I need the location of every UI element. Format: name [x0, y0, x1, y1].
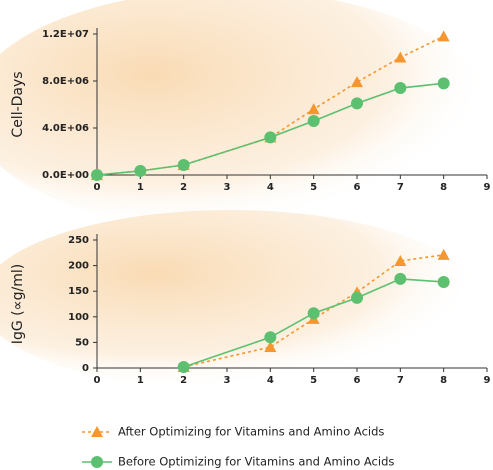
- circle-marker: [437, 275, 450, 288]
- y-tick-label: 50: [75, 337, 89, 348]
- x-tick-label: 6: [354, 375, 361, 386]
- x-tick-label: 3: [224, 375, 231, 386]
- y-tick-label: 100: [68, 312, 89, 323]
- triangle-marker: [437, 30, 450, 42]
- x-tick-label: 9: [484, 375, 491, 386]
- x-tick-label: 3: [224, 182, 231, 193]
- series-line: [96, 82, 444, 176]
- triangle-marker: [394, 254, 407, 266]
- x-tick-label: 2: [180, 375, 187, 386]
- x-tick-label: 5: [310, 182, 317, 193]
- y-tick-label: 4.0E+06: [42, 123, 89, 134]
- y-tick-label: 0: [82, 363, 89, 374]
- circle-marker: [177, 159, 190, 172]
- x-tick-label: 9: [484, 182, 491, 193]
- x-tick-label: 8: [440, 182, 447, 193]
- x-tick-label: 8: [440, 375, 447, 386]
- x-tick-label: 4: [267, 375, 274, 386]
- circle-marker: [177, 360, 190, 373]
- legend-label: After Optimizing for Vitamins and Amino …: [118, 425, 384, 439]
- x-tick-label: 0: [94, 375, 101, 386]
- circle-marker: [437, 77, 450, 90]
- circle-marker: [394, 82, 407, 95]
- x-tick-label: 2: [180, 182, 187, 193]
- series-line: [183, 254, 444, 368]
- circle-marker: [307, 114, 320, 127]
- triangle-marker: [437, 248, 450, 260]
- triangle-marker: [264, 341, 277, 353]
- y-tick-label: 1.2E+07: [42, 29, 89, 40]
- y-tick-label: 8.0E+06: [42, 76, 89, 87]
- series-line: [183, 278, 444, 368]
- background-texture: [0, 210, 480, 390]
- legend-label: Before Optimizing for Vitamins and Amino…: [118, 455, 394, 469]
- x-tick-label: 6: [354, 182, 361, 193]
- x-tick-label: 1: [137, 375, 144, 386]
- triangle-marker: [91, 426, 103, 437]
- y-tick-label: 0.0E+00: [42, 170, 89, 181]
- x-tick-label: 5: [310, 375, 317, 386]
- circle-marker: [351, 97, 363, 110]
- y-tick-label: 150: [68, 286, 89, 297]
- x-tick-label: 7: [397, 375, 404, 386]
- y-axis-label: Cell-Days: [10, 71, 26, 137]
- circle-marker: [394, 272, 407, 285]
- triangle-marker: [307, 103, 320, 115]
- x-tick-label: 7: [397, 182, 404, 193]
- triangle-marker: [351, 76, 363, 88]
- circle-marker: [91, 456, 103, 468]
- triangle-marker: [394, 51, 407, 63]
- x-tick-label: 0: [94, 182, 101, 193]
- y-axis-label: IgG (∝g/ml): [10, 264, 26, 344]
- x-tick-label: 1: [137, 182, 144, 193]
- y-tick-label: 250: [68, 235, 89, 246]
- circle-marker: [91, 169, 103, 181]
- circle-marker: [264, 331, 277, 344]
- y-tick-label: 200: [68, 261, 89, 272]
- circle-marker: [264, 131, 277, 144]
- x-tick-label: 4: [267, 182, 274, 193]
- circle-marker: [134, 164, 147, 177]
- circle-marker: [351, 291, 363, 304]
- circle-marker: [307, 307, 320, 320]
